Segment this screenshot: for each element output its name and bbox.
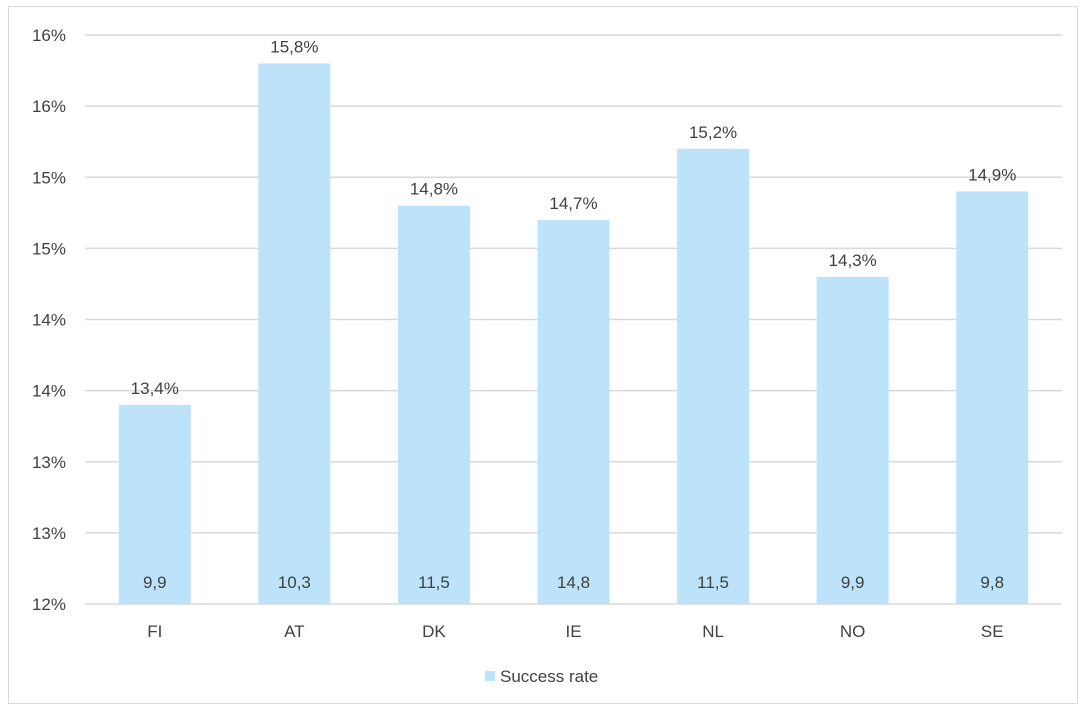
x-tick-label-se: SE	[981, 622, 1004, 641]
y-tick-label: 15%	[32, 239, 66, 258]
legend-swatch-success-rate	[485, 671, 495, 681]
inner-label-nl: 11,5	[697, 573, 729, 592]
y-tick-label: 16%	[32, 97, 66, 116]
bar-nl	[677, 148, 750, 605]
inner-label-ie: 14,8	[557, 573, 590, 592]
legend-label-success-rate: Success rate	[500, 667, 598, 686]
y-tick-label: 13%	[32, 453, 66, 472]
bar-no	[816, 276, 889, 604]
data-label-se: 14,9%	[968, 165, 1016, 184]
bar-fi	[118, 404, 191, 604]
y-axis-ticks: 12% 13% 13% 14% 14% 15% 15% 16% 16%	[32, 26, 66, 614]
y-tick-label: 16%	[32, 26, 66, 45]
data-label-at: 15,8%	[270, 37, 318, 56]
bar-dk	[397, 205, 470, 604]
inner-label-se: 9,8	[980, 573, 1004, 592]
bar-se	[956, 191, 1029, 604]
inner-label-at: 10,3	[278, 573, 311, 592]
bars: 13,4% 9,9 15,8% 10,3 14,8% 11,5 14,7% 14,8 15,2%…	[118, 37, 1029, 605]
x-tick-label-no: NO	[840, 622, 866, 641]
data-label-nl: 15,2%	[689, 123, 737, 142]
bar-at	[258, 63, 331, 604]
y-tick-label: 14%	[32, 311, 66, 330]
x-tick-label-at: AT	[284, 622, 304, 641]
x-tick-label-nl: NL	[702, 622, 724, 641]
inner-label-fi: 9,9	[143, 573, 167, 592]
x-axis-labels: FI AT DK IE NL NO SE	[147, 622, 1003, 641]
legend: Success rate	[485, 667, 598, 686]
y-tick-label: 15%	[32, 168, 66, 187]
data-label-dk: 14,8%	[410, 180, 458, 199]
x-tick-label-ie: IE	[565, 622, 581, 641]
bar-ie	[537, 219, 610, 605]
y-tick-label: 12%	[32, 595, 66, 614]
y-tick-label: 13%	[32, 524, 66, 543]
x-tick-label-fi: FI	[147, 622, 162, 641]
inner-label-dk: 11,5	[418, 573, 450, 592]
data-label-no: 14,3%	[829, 251, 877, 270]
x-tick-label-dk: DK	[422, 622, 446, 641]
data-label-fi: 13,4%	[131, 379, 179, 398]
inner-label-no: 9,9	[841, 573, 865, 592]
y-tick-label: 14%	[32, 382, 66, 401]
data-label-ie: 14,7%	[549, 194, 597, 213]
